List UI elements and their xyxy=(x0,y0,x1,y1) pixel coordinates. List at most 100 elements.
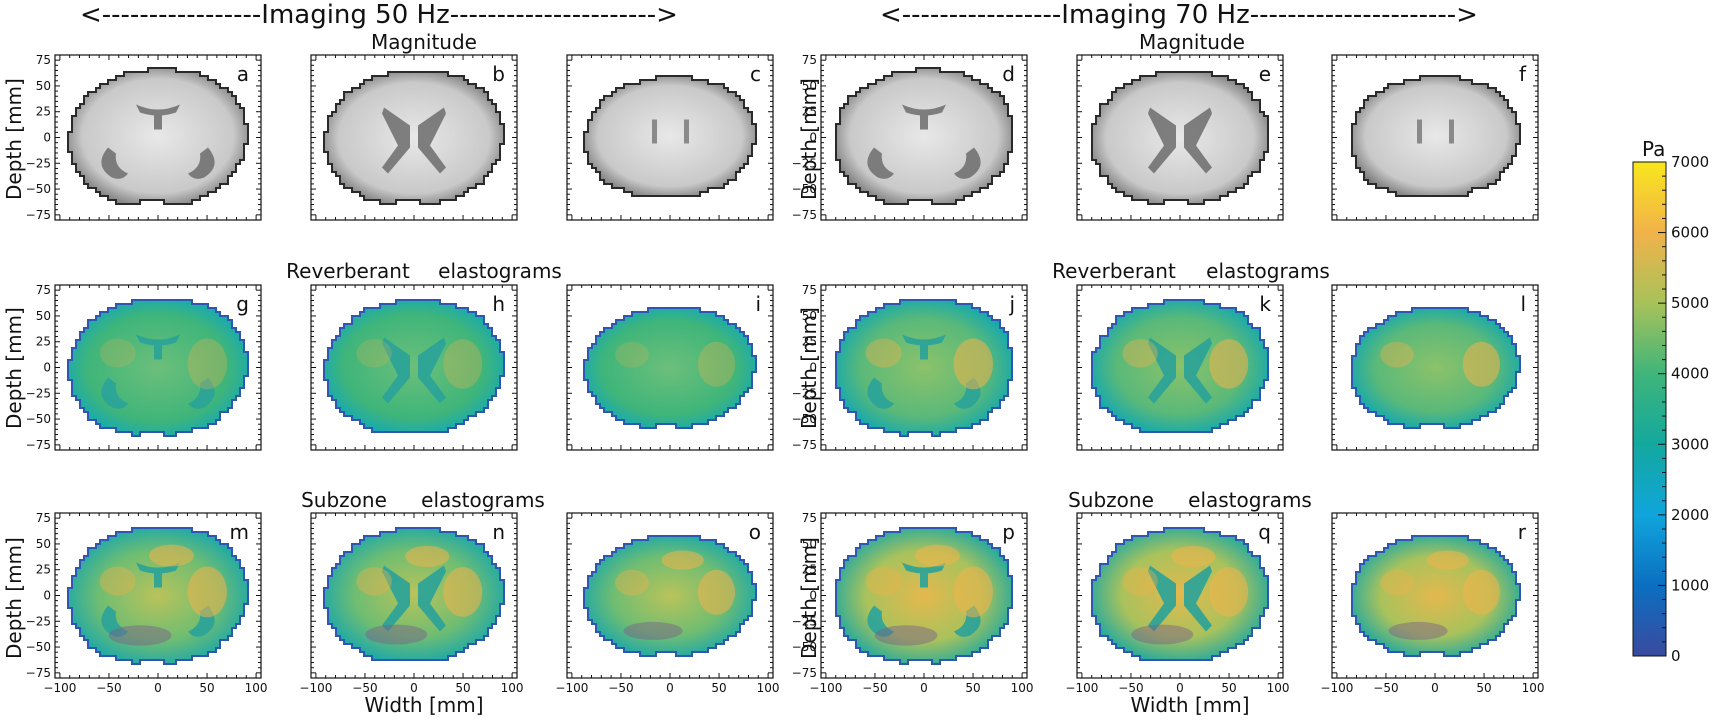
structure-f xyxy=(1417,119,1422,144)
row-title-reverberant-50-a: Reverberant xyxy=(286,259,410,283)
panel-label-r: r xyxy=(1518,520,1527,544)
x-tick-label: 100 xyxy=(757,681,780,695)
soft-regions-q xyxy=(1131,624,1194,645)
ventricles-k xyxy=(1148,337,1212,404)
brain-image-e xyxy=(1091,71,1269,205)
panel-k: k xyxy=(1076,284,1284,451)
ventricles-b xyxy=(382,107,446,174)
panel-g: 75 50 25 0 −25 −50 −75 g xyxy=(26,283,262,452)
x-tick-label: 0 xyxy=(410,681,418,695)
colorbar-gradient xyxy=(1632,161,1667,657)
panel-d: 75 50 25 0 −25 −50 −75 d xyxy=(792,53,1028,222)
row-title-reverberant-70-a: Reverberant xyxy=(1052,259,1176,283)
x-tick-label: 100 xyxy=(1011,681,1034,695)
y-tick-label: 0 xyxy=(43,131,51,145)
brain-image-f xyxy=(1351,75,1521,197)
panel-c: c xyxy=(566,54,774,221)
structure-f-2 xyxy=(1449,119,1454,144)
stiff-regions-m xyxy=(99,544,227,618)
panel-p: 75 50 25 0 −25 −50 −75−100 −50 0 50 100 p xyxy=(792,511,1034,695)
x-tick-label: 50 xyxy=(199,681,214,695)
stiff-regions-o xyxy=(615,550,736,615)
ventricles-q xyxy=(1148,565,1212,632)
x-axis-label-50: Width [mm] xyxy=(364,693,484,717)
colorbar-tick-label: 7000 xyxy=(1671,153,1709,171)
header-50hz: <-----------------Imaging 50 Hz---------… xyxy=(80,0,678,30)
row-title-subzone-70-a: Subzone xyxy=(1068,488,1154,512)
y-tick-label: 0 xyxy=(43,361,51,375)
x-tick-label: 0 xyxy=(1176,681,1184,695)
y-tick-label: 0 xyxy=(43,589,51,603)
x-tick-label: 50 xyxy=(1476,681,1491,695)
x-tick-label: −100 xyxy=(299,681,332,695)
panel-h: h xyxy=(310,284,518,451)
y-tick-label: 0 xyxy=(809,589,817,603)
brain-image-r xyxy=(1351,535,1521,657)
x-tick-label: −100 xyxy=(1320,681,1353,695)
x-tick-label: 50 xyxy=(455,681,470,695)
soft-regions-n xyxy=(365,624,428,645)
ventricles-a xyxy=(101,104,215,179)
panel-label-e: e xyxy=(1259,62,1271,86)
y-tick-label: 25 xyxy=(802,335,817,349)
panel-q: −100 −50 0 50 100 q xyxy=(1065,512,1290,695)
y-tick-label: 75 xyxy=(36,283,51,297)
x-tick-label: 0 xyxy=(1431,681,1439,695)
y-tick-label: −75 xyxy=(26,666,51,680)
y-tick-label: 50 xyxy=(36,79,51,93)
colorbar-tick-label: 4000 xyxy=(1671,365,1709,383)
stiff-regions-i xyxy=(615,341,736,387)
colorbar-tick-label: 2000 xyxy=(1671,506,1709,524)
brain-image-q xyxy=(1091,527,1269,661)
y-tick-label: −25 xyxy=(26,156,51,170)
stiff-regions-k xyxy=(1122,339,1249,389)
brain-image-d xyxy=(835,67,1013,205)
y-tick-label: 50 xyxy=(802,79,817,93)
x-tick-label: −50 xyxy=(608,681,633,695)
panel-label-p: p xyxy=(1002,520,1015,544)
panel-j: 75 50 25 0 −25 −50 −75 j xyxy=(792,283,1028,452)
y-tick-label: 75 xyxy=(36,511,51,525)
panel-label-l: l xyxy=(1520,292,1526,316)
y-tick-label: 25 xyxy=(36,105,51,119)
panel-i: i xyxy=(566,284,774,451)
y-tick-label: −50 xyxy=(792,640,817,654)
brain-image-i xyxy=(583,307,757,429)
panel-label-n: n xyxy=(492,520,505,544)
brain-image-c xyxy=(583,75,757,197)
stiff-regions-q xyxy=(1122,545,1249,617)
x-axis-label-70: Width [mm] xyxy=(1130,693,1250,717)
panel-a: 75 50 25 0 −25 −50 −75 a xyxy=(26,53,262,222)
x-tick-label: 50 xyxy=(965,681,980,695)
stiff-regions-p xyxy=(865,544,993,618)
x-tick-label: −100 xyxy=(1065,681,1098,695)
panel-label-f: f xyxy=(1519,62,1527,86)
y-tick-label: −25 xyxy=(26,386,51,400)
colorbar-tick-label: 0 xyxy=(1671,647,1681,665)
brain-image-a xyxy=(67,67,249,205)
y-tick-label: 75 xyxy=(802,283,817,297)
stiff-regions-n xyxy=(356,545,483,617)
panel-f: f xyxy=(1331,54,1539,221)
colorbar-tick-label: 3000 xyxy=(1671,435,1709,453)
y-tick-label: 75 xyxy=(36,53,51,67)
structure-c xyxy=(652,119,657,144)
panel-label-a: a xyxy=(237,62,249,86)
x-tick-label: 0 xyxy=(666,681,674,695)
panel-n: −100 −50 0 50 100 n xyxy=(299,512,524,695)
row-title-reverberant-70-b: elastograms xyxy=(1206,259,1330,283)
y-tick-label: 25 xyxy=(802,105,817,119)
panels-group: 75 50 25 0 −25 −50 −75 a b c 75 50 25 0 −25 −50 −75 d e f 75… xyxy=(26,53,1545,695)
y-tick-label: −75 xyxy=(26,208,51,222)
y-tick-label: −75 xyxy=(792,438,817,452)
x-tick-label: −100 xyxy=(555,681,588,695)
panel-e: e xyxy=(1076,54,1284,221)
x-tick-label: 100 xyxy=(1267,681,1290,695)
ventricles-j xyxy=(867,334,981,409)
panel-label-m: m xyxy=(230,520,249,544)
y-tick-label: 25 xyxy=(802,563,817,577)
y-tick-label: −75 xyxy=(792,208,817,222)
panel-b: b xyxy=(310,54,518,221)
y-tick-label: 25 xyxy=(36,335,51,349)
y-tick-label: −50 xyxy=(26,412,51,426)
